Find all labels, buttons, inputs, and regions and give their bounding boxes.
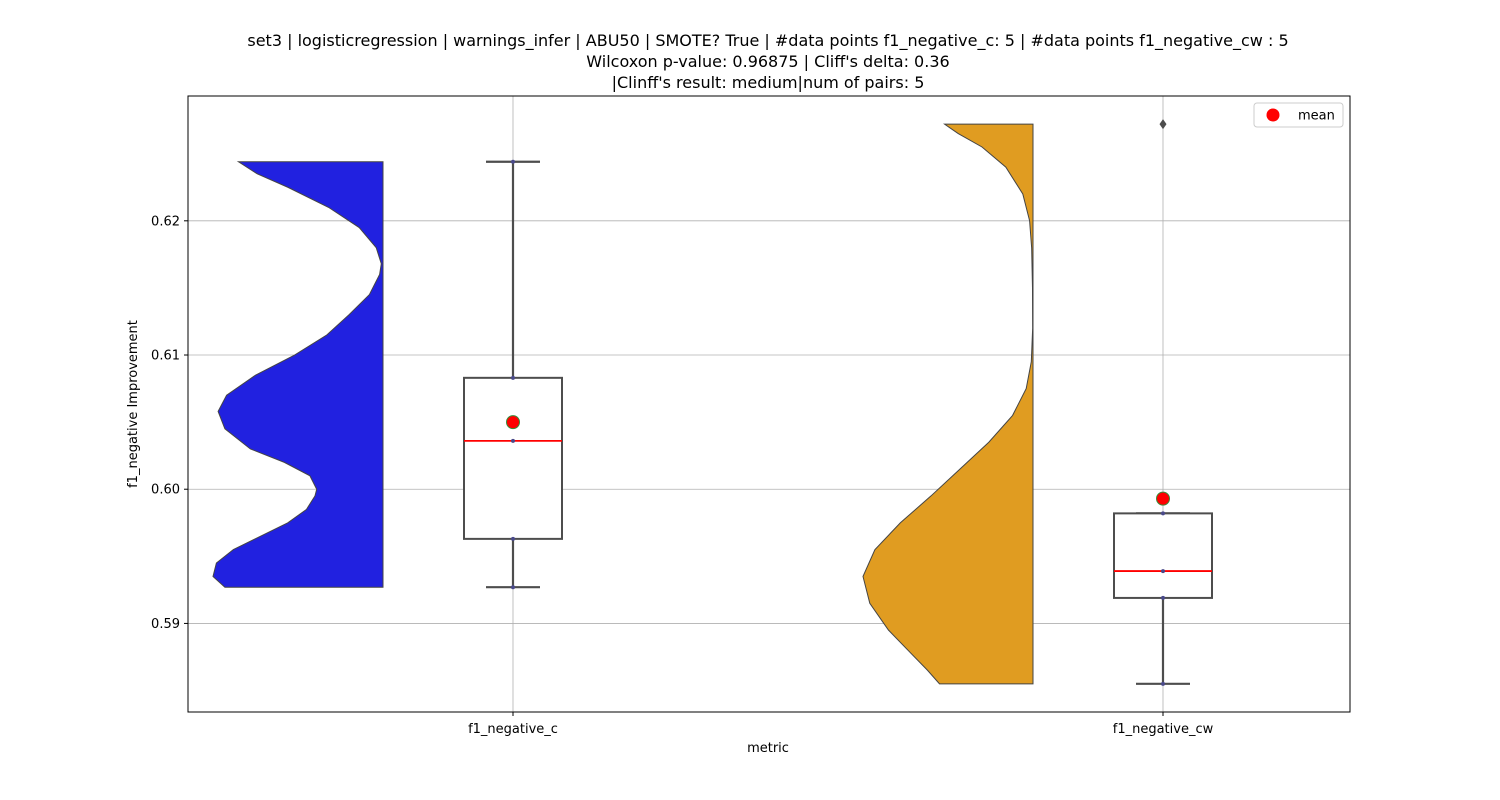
data-point — [1161, 569, 1165, 574]
box-f1_negative_c — [463, 376, 563, 540]
y-tick-label: 0.61 — [151, 349, 180, 364]
y-tick-label: 0.62 — [151, 214, 180, 229]
data-point — [1161, 595, 1165, 600]
violin-f1_negative_cw — [862, 123, 1034, 685]
data-point — [511, 438, 515, 443]
chart-title: set3 | logisticregression | warnings_inf… — [247, 31, 1288, 92]
outlier-point — [1159, 119, 1167, 130]
data-point — [511, 375, 515, 380]
data-point — [1161, 681, 1165, 686]
title-line-3: |Clinff's result: medium|num of pairs: 5 — [612, 73, 925, 92]
x-tick-label: f1_negative_c — [468, 722, 558, 737]
legend-marker — [1266, 108, 1280, 122]
x-axis-label: metric — [747, 741, 789, 756]
y-tick-label: 0.59 — [151, 617, 180, 632]
mean-marker — [1156, 491, 1170, 506]
data-point — [511, 585, 515, 590]
box-f1_negative_cw — [1113, 512, 1213, 599]
legend-label: mean — [1298, 109, 1335, 124]
data-point — [511, 159, 515, 164]
mean-marker — [506, 415, 520, 430]
y-axis-label: f1_negative Improvement — [126, 320, 141, 488]
axes-frame — [187, 95, 1351, 713]
violin-f1_negative_c — [212, 161, 384, 588]
title-line-1: set3 | logisticregression | warnings_inf… — [247, 31, 1288, 51]
data-point — [511, 536, 515, 541]
data-point — [1161, 511, 1165, 516]
legend-box — [1253, 102, 1344, 128]
x-tick-label: f1_negative_cw — [1113, 722, 1214, 737]
plot-area: 0.59 0.60 0.61 0.62 f1_negative_c f1_negative… — [151, 95, 1351, 737]
title-line-2: Wilcoxon p-value: 0.96875 | Cliff's delt… — [586, 52, 949, 71]
y-tick-label: 0.60 — [151, 483, 180, 498]
